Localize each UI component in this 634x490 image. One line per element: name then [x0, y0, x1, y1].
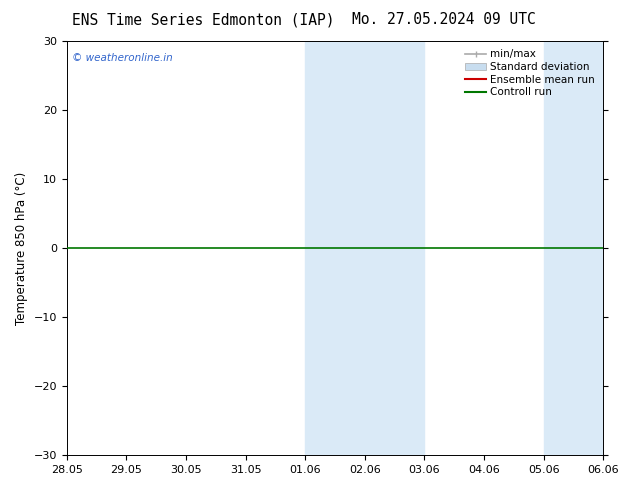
Y-axis label: Temperature 850 hPa (°C): Temperature 850 hPa (°C): [15, 172, 28, 325]
Text: Mo. 27.05.2024 09 UTC: Mo. 27.05.2024 09 UTC: [352, 12, 536, 27]
Bar: [543, 41, 603, 455]
Text: ENS Time Series Edmonton (IAP): ENS Time Series Edmonton (IAP): [72, 12, 334, 27]
Text: © weatheronline.in: © weatheronline.in: [72, 53, 173, 64]
Legend: min/max, Standard deviation, Ensemble mean run, Controll run: min/max, Standard deviation, Ensemble me…: [462, 46, 598, 100]
Bar: [305, 41, 424, 455]
